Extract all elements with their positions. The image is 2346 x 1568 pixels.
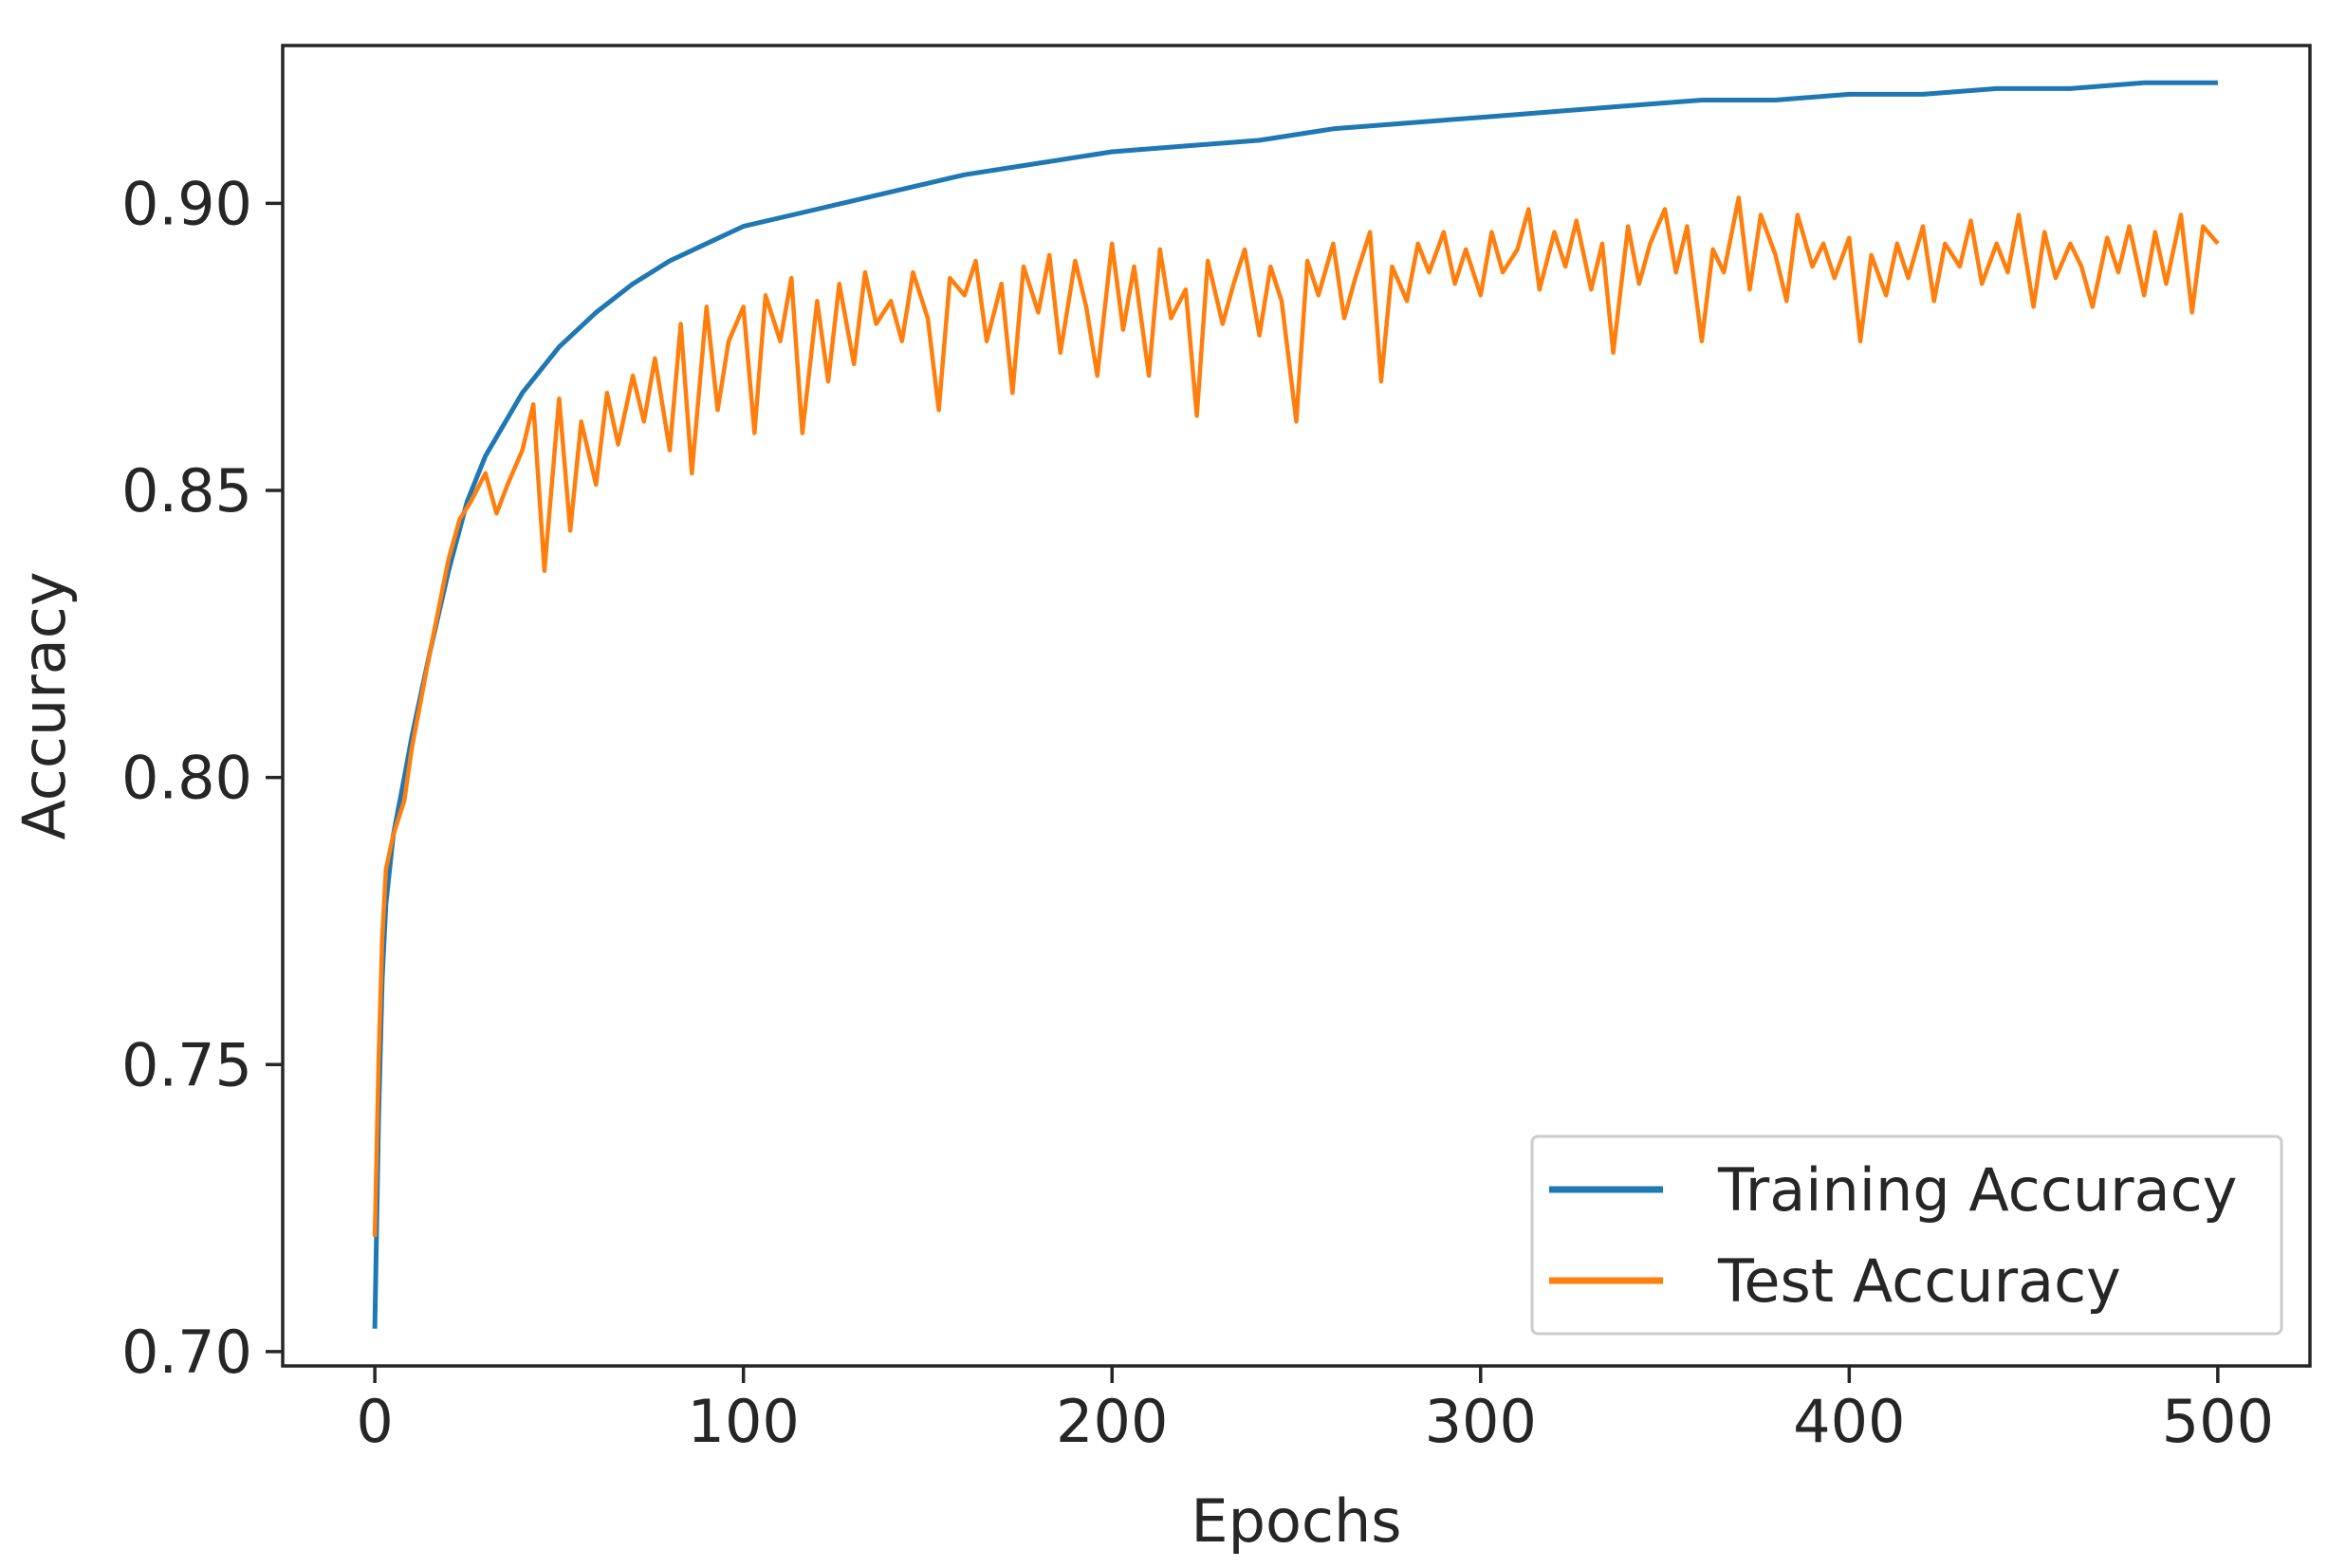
x-tick-label: 0 [356,1387,393,1456]
x-tick-label: 200 [1056,1387,1168,1456]
series-layer [372,80,2220,1329]
x-ticks: 0 100 200 300 400 500 [356,1366,2274,1456]
x-tick-label: 100 [688,1387,800,1456]
legend-label-training-accuracy: Training Accuracy [1717,1155,2237,1225]
x-tick-label: 300 [1425,1387,1537,1456]
y-axis-title: Accuracy [9,571,79,839]
plot-area-frame [281,44,2312,1368]
axes-layer [281,44,2312,1368]
y-tick-label: 0.75 [121,1030,252,1099]
y-ticks: 0.70 0.75 0.80 0.85 0.90 [121,169,283,1387]
series-line-test-accuracy [372,195,2220,1237]
legend-label-test-accuracy: Test Accuracy [1717,1246,2121,1316]
y-tick-label: 0.80 [121,744,252,813]
y-tick-label: 0.70 [121,1318,252,1387]
legend-box [1530,1134,2283,1336]
x-tick-label: 400 [1793,1387,1905,1456]
y-tick-label: 0.85 [121,456,252,526]
legend: Training Accuracy Test Accuracy [1530,1134,2283,1336]
y-tick-label: 0.90 [121,169,252,238]
x-tick-label: 500 [2162,1387,2274,1456]
x-axis-title: Epochs [1191,1486,1401,1556]
